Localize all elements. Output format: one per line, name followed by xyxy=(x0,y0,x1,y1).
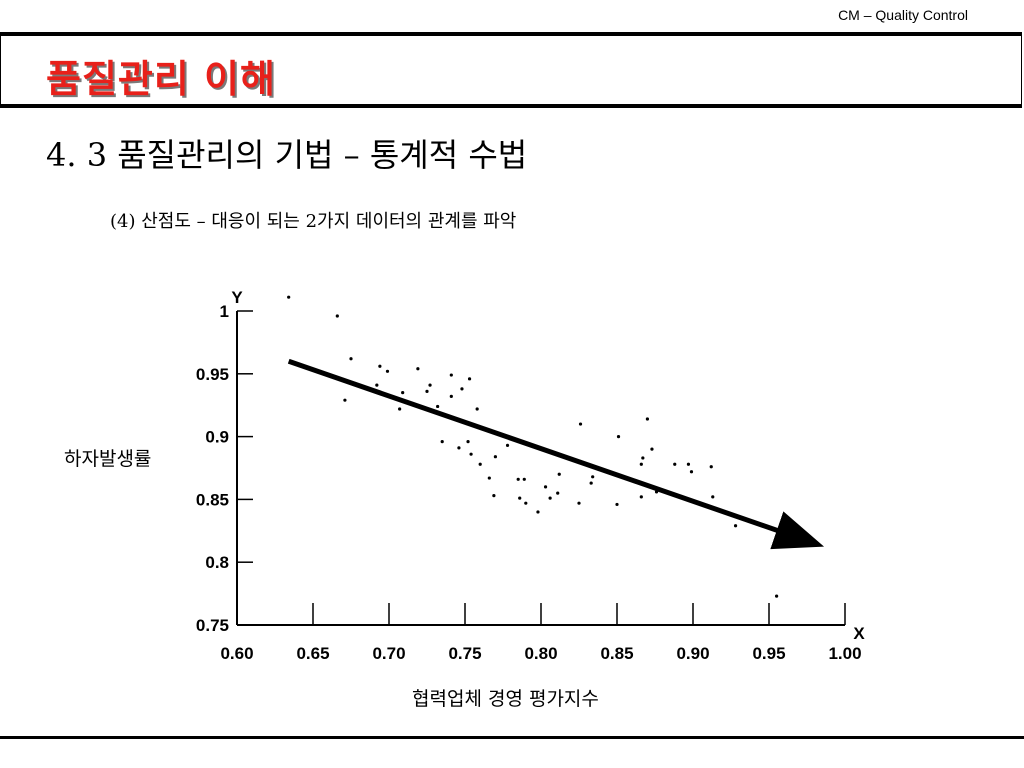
data-point xyxy=(467,377,472,381)
data-point xyxy=(449,394,453,399)
y-tick-label: 0.8 xyxy=(205,553,229,572)
x-tick-label: 0.75 xyxy=(448,644,481,663)
x-tick-label: 0.65 xyxy=(296,644,329,663)
data-point xyxy=(543,485,548,489)
data-point xyxy=(493,455,497,459)
data-point xyxy=(335,314,339,318)
data-point xyxy=(440,440,444,444)
data-point xyxy=(516,477,520,481)
x-axis-letter: X xyxy=(853,624,865,643)
data-point xyxy=(711,495,715,499)
data-point xyxy=(375,383,379,387)
y-tick-label: 0.75 xyxy=(196,616,229,635)
data-point xyxy=(577,501,581,505)
data-point xyxy=(709,465,713,469)
y-tick-label: 1 xyxy=(220,302,229,321)
data-point xyxy=(615,502,619,507)
data-point xyxy=(343,398,347,402)
data-point xyxy=(641,456,645,460)
data-point xyxy=(536,510,540,514)
page-title: 품질관리 이해 xyxy=(46,57,276,101)
data-point xyxy=(385,369,390,373)
data-point xyxy=(591,475,595,479)
data-point xyxy=(589,481,593,485)
subtitle: (4) 산점도 – 대응이 되는 2가지 데이터의 관계를 파악 xyxy=(110,211,517,232)
y-tick-label: 0.85 xyxy=(196,490,229,509)
data-point xyxy=(425,389,429,393)
data-point xyxy=(733,524,738,528)
header-label: CM – Quality Control xyxy=(838,7,968,23)
x-tick-label: 0.70 xyxy=(372,644,405,663)
data-point xyxy=(686,462,691,466)
data-point xyxy=(650,447,654,451)
data-point xyxy=(556,491,560,495)
chart-y-label: 하자발생률 xyxy=(64,448,152,470)
data-point xyxy=(401,391,405,395)
x-tick-label: 0.95 xyxy=(752,644,785,663)
data-point xyxy=(449,373,453,377)
data-point xyxy=(475,407,479,411)
chart-x-label: 협력업체 경영 평가지수 xyxy=(412,688,599,710)
data-point xyxy=(428,383,432,387)
data-point xyxy=(349,357,353,361)
section-title: 4. 3 품질관리의 기법 – 통계적 수법 xyxy=(46,136,528,174)
data-point xyxy=(639,495,643,499)
bottom-divider xyxy=(0,736,1024,739)
data-point xyxy=(436,404,440,409)
x-tick-label: 1.00 xyxy=(828,644,861,663)
data-point xyxy=(673,462,677,466)
data-point xyxy=(689,470,694,474)
data-point xyxy=(398,407,402,411)
data-point xyxy=(557,472,561,476)
y-tick-label: 0.95 xyxy=(196,365,229,384)
data-point xyxy=(518,496,522,500)
data-point xyxy=(416,367,420,371)
data-point xyxy=(478,462,482,466)
data-point xyxy=(639,462,643,466)
data-point xyxy=(492,494,496,498)
data-point xyxy=(505,443,510,447)
data-point xyxy=(578,422,583,426)
data-point xyxy=(378,364,382,368)
data-point xyxy=(487,476,491,480)
title-bar xyxy=(0,32,1022,108)
data-point xyxy=(775,594,779,598)
y-axis-letter: Y xyxy=(231,288,243,307)
data-point xyxy=(469,452,473,456)
data-point xyxy=(645,417,650,421)
data-point xyxy=(457,446,461,450)
data-point xyxy=(522,477,526,481)
x-tick-label: 0.85 xyxy=(600,644,633,663)
x-tick-label: 0.90 xyxy=(676,644,709,663)
data-point xyxy=(524,501,528,505)
data-point xyxy=(466,440,470,444)
x-tick-label: 0.80 xyxy=(524,644,557,663)
y-tick-label: 0.9 xyxy=(205,428,229,447)
data-point xyxy=(287,295,291,299)
data-point xyxy=(548,496,552,500)
x-tick-label: 0.60 xyxy=(220,644,253,663)
data-point xyxy=(616,435,621,439)
data-point xyxy=(460,387,464,391)
trend-arrow xyxy=(287,358,825,550)
